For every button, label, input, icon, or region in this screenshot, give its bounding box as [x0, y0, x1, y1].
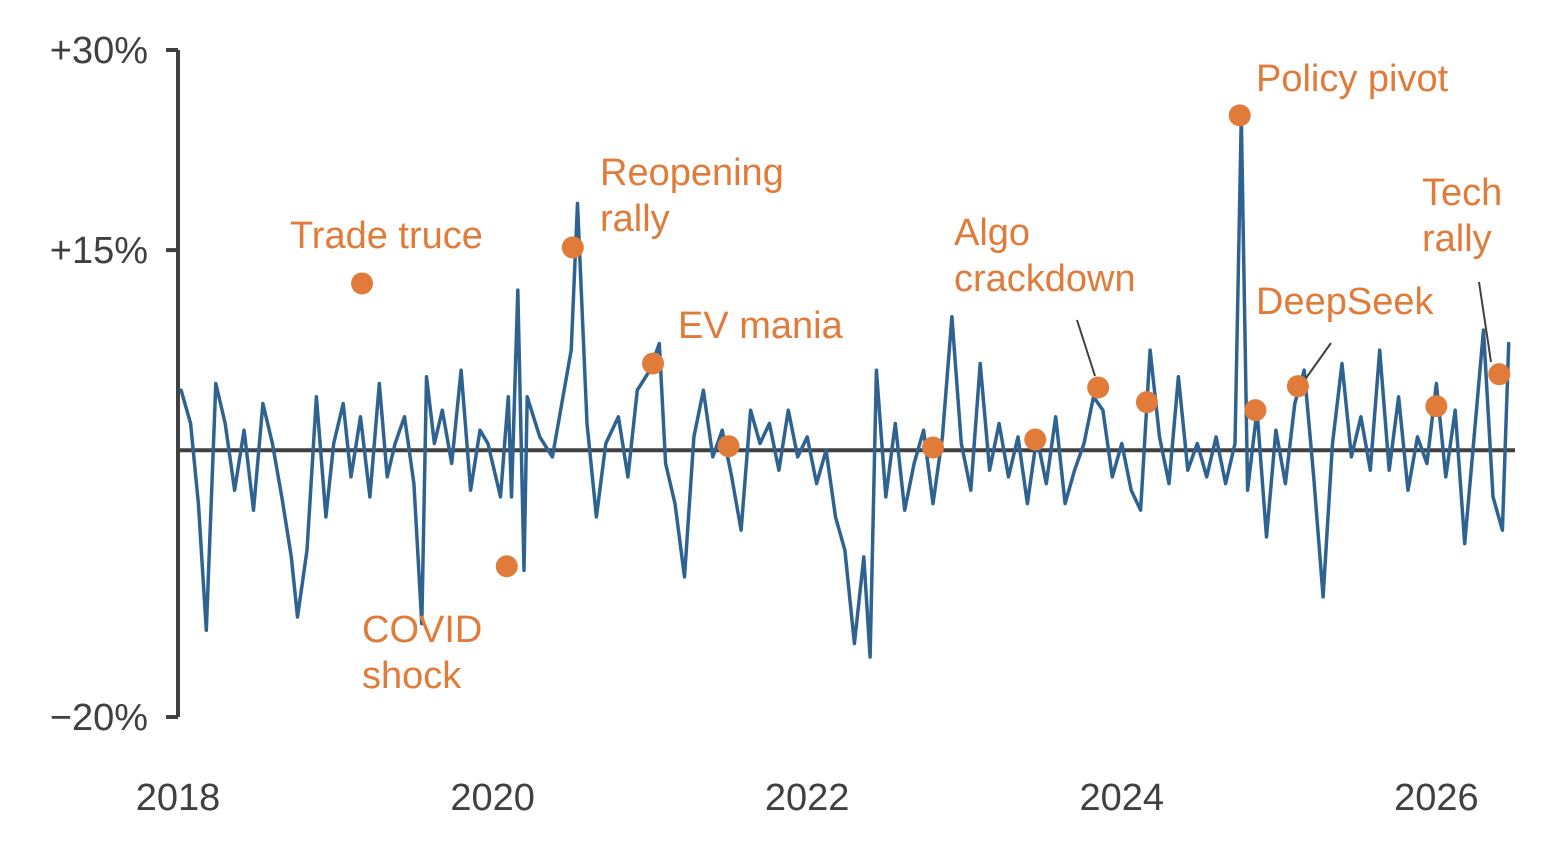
- axes-group: +30% +15% −20% 2018 2020 2022 2024 2026: [50, 30, 1515, 819]
- x-tick-label: 2024: [1079, 777, 1164, 819]
- annotation-label: EV mania: [678, 305, 844, 347]
- annotation-marker: [561, 236, 584, 259]
- annotation-leader: [1303, 342, 1332, 382]
- annotation-marker: [1425, 395, 1448, 418]
- annotation-marker: [1286, 375, 1309, 398]
- annotation-marker: [717, 435, 740, 458]
- annotation-label: Trade truce: [290, 215, 483, 257]
- annotation-marker: [1135, 391, 1158, 414]
- annotation-marker: [1228, 104, 1251, 127]
- annotation-label: Tech rally: [1422, 172, 1502, 260]
- y-tick-label: +15%: [50, 230, 148, 272]
- annotation-marker: [642, 352, 665, 375]
- annotation-marker: [495, 555, 518, 578]
- annotation-marker: [1244, 399, 1267, 422]
- x-tick-label: 2018: [136, 777, 221, 819]
- annotation-marker: [1087, 376, 1110, 399]
- annotation-leader: [1478, 281, 1492, 363]
- annotation-leader: [1076, 319, 1096, 377]
- series-group: [179, 114, 1511, 659]
- x-tick-label: 2026: [1394, 777, 1479, 819]
- x-tick-label: 2020: [450, 777, 535, 819]
- annotation-label: Reopening rally: [600, 152, 784, 240]
- x-tick-label: 2022: [765, 777, 850, 819]
- annotation-marker: [351, 272, 374, 295]
- annotation-marker: [1488, 363, 1511, 386]
- y-tick-label: −20%: [50, 697, 148, 739]
- annotations-group: Trade truce COVID shock Reopening rally EV ma…: [290, 58, 1511, 697]
- annotation-label: Policy pivot: [1256, 58, 1449, 100]
- annotation-label: Algo crackdown: [954, 212, 1136, 300]
- y-tick-label: +30%: [50, 30, 148, 72]
- annotation-marker: [922, 436, 945, 459]
- series-line: [179, 114, 1511, 659]
- annotation-label: DeepSeek: [1256, 281, 1434, 323]
- annotation-marker: [1024, 428, 1047, 451]
- annotation-label: COVID shock: [362, 609, 482, 697]
